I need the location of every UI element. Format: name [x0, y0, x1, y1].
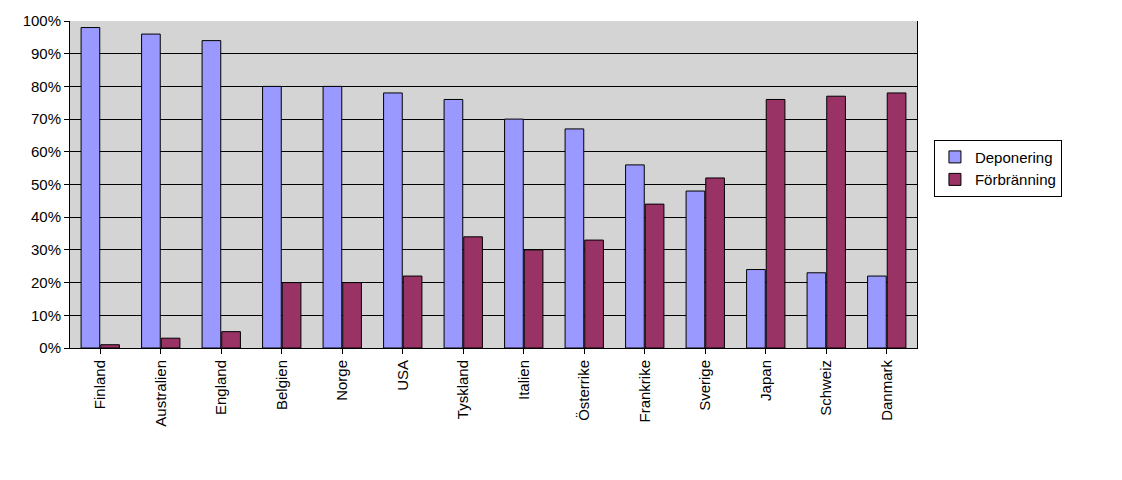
svg-text:USA: USA — [394, 360, 411, 391]
svg-text:10%: 10% — [31, 307, 61, 324]
svg-text:60%: 60% — [31, 143, 61, 160]
svg-text:Italien: Italien — [515, 360, 532, 400]
svg-text:England: England — [212, 360, 229, 415]
svg-text:80%: 80% — [31, 78, 61, 95]
svg-text:Österrike: Österrike — [575, 360, 592, 421]
svg-text:100%: 100% — [23, 12, 61, 29]
svg-text:Finland: Finland — [91, 360, 108, 409]
svg-text:90%: 90% — [31, 45, 61, 62]
svg-text:Sverige: Sverige — [696, 360, 713, 411]
svg-text:Deponering: Deponering — [975, 149, 1053, 166]
svg-text:Belgien: Belgien — [273, 360, 290, 410]
svg-text:40%: 40% — [31, 208, 61, 225]
svg-text:Frankrike: Frankrike — [636, 360, 653, 423]
svg-text:70%: 70% — [31, 110, 61, 127]
svg-text:50%: 50% — [31, 176, 61, 193]
svg-text:Norge: Norge — [333, 360, 350, 401]
svg-text:Schweiz: Schweiz — [817, 360, 834, 416]
svg-text:Japan: Japan — [757, 360, 774, 401]
svg-text:30%: 30% — [31, 241, 61, 258]
svg-text:Australien: Australien — [152, 360, 169, 427]
svg-text:20%: 20% — [31, 274, 61, 291]
svg-text:Tyskland: Tyskland — [454, 360, 471, 419]
svg-text:Danmark: Danmark — [878, 360, 895, 421]
svg-text:Förbränning: Förbränning — [975, 171, 1056, 188]
svg-text:0%: 0% — [39, 339, 61, 356]
